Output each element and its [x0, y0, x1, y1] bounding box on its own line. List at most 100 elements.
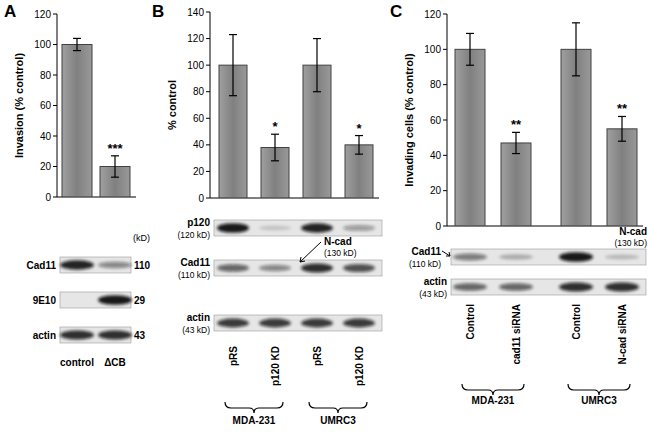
panel-2: C020406080100120Invading cells (% contro… [390, 2, 647, 406]
blot-row-label: (43 kD) [182, 325, 210, 335]
significance: ** [617, 101, 628, 116]
error-cap [111, 177, 119, 178]
y-tick [53, 14, 57, 15]
blot-arrow [442, 251, 450, 256]
error-cap [466, 33, 474, 34]
y-tick [53, 75, 57, 76]
x-tick-label: control [60, 357, 94, 368]
blot-row-label: actin [33, 330, 56, 341]
error-cap [313, 38, 321, 39]
error-bar [229, 35, 237, 96]
error-stem [316, 39, 317, 92]
panel-letter: A [4, 2, 16, 21]
blot-strip [214, 315, 382, 331]
blot-band [60, 260, 94, 269]
blot-right-label: N-cad [619, 226, 647, 237]
error-cap [355, 154, 363, 155]
y-tick [206, 38, 210, 39]
group-bracket [309, 402, 367, 413]
blot-strip [214, 260, 382, 276]
blot-band [559, 282, 593, 291]
error-stem [114, 156, 115, 177]
error-cap [466, 65, 474, 66]
blot-row-label: p120 [187, 217, 210, 228]
blot-band [217, 319, 249, 328]
y-tick [206, 12, 210, 13]
blot-row-label: (120 kD) [177, 230, 210, 240]
error-cap [572, 75, 580, 76]
blot-strip [60, 292, 131, 308]
y-tick-label: 0 [198, 193, 204, 204]
blot-band [605, 282, 639, 291]
blot-header: (kD) [133, 233, 150, 243]
blot-band [259, 319, 291, 328]
error-bar [466, 33, 474, 65]
blot: p120(120 kD)Cad11(110 kD)N-cad(130 kD)ac… [177, 217, 382, 335]
y-tick-label: 40 [193, 139, 205, 150]
x-tick-label: Control [571, 304, 582, 340]
y-tick-label: 80 [430, 79, 442, 90]
y-tick [443, 84, 447, 85]
blot-band [217, 264, 249, 272]
significance: * [272, 119, 278, 134]
error-cap [229, 34, 237, 35]
y-tick [443, 155, 447, 156]
bar [455, 49, 485, 226]
x-tick-label: Control [465, 304, 476, 340]
y-axis-label: Invading cells (% control) [403, 53, 415, 187]
y-tick-label: 120 [34, 9, 51, 20]
error-bar [313, 39, 321, 92]
blot-band [559, 252, 593, 262]
blot-strip [60, 327, 131, 343]
blot-strip [60, 257, 131, 273]
y-tick [53, 105, 57, 106]
panel-0: A020406080100120Invasion (% control)***(… [4, 2, 151, 368]
y-tick-label: 100 [424, 44, 441, 55]
blot: (kD)Cad111109E1029actin43 [27, 233, 151, 343]
blot-band [60, 330, 94, 339]
error-cap [271, 160, 279, 161]
bars [219, 35, 373, 198]
y-tick [206, 91, 210, 92]
significance: *** [107, 141, 123, 156]
group-bracket [462, 384, 524, 395]
y-tick [443, 14, 447, 15]
y-tick-label: 20 [430, 185, 442, 196]
error-bar [572, 23, 580, 76]
blot-band [343, 319, 375, 328]
panel-letter: B [152, 2, 164, 21]
y-tick-label: 120 [187, 33, 204, 44]
error-bar [618, 116, 626, 141]
blot-strip [451, 249, 646, 265]
blot-row-label: Cad11 [27, 260, 57, 271]
blot-strip [451, 279, 646, 295]
x-tick-label: p120 KD [270, 346, 281, 386]
y-tick [443, 120, 447, 121]
blot-band [605, 254, 639, 259]
error-bar [271, 134, 279, 161]
significance: * [356, 121, 362, 136]
y-tick [443, 49, 447, 50]
blot-row-label: Cad11 [412, 246, 442, 257]
error-bar [111, 156, 119, 177]
blot-row-label: actin [424, 276, 447, 287]
error-stem [76, 38, 77, 50]
error-bar [512, 132, 520, 153]
blot: Cad11(110 kD)N-cad(130 kD)actin(43 kD) [409, 226, 647, 299]
blot-row-label: (43 kD) [419, 289, 447, 299]
error-stem [232, 35, 233, 96]
blot-band [98, 295, 132, 305]
y-tick [206, 198, 210, 199]
bar [561, 49, 591, 226]
blot-band [301, 319, 333, 328]
error-cap [73, 50, 81, 51]
y-tick [53, 136, 57, 137]
blot-row-label: (110 kD) [409, 259, 441, 269]
y-tick [53, 44, 57, 45]
blot-row-label: 9E10 [33, 295, 57, 306]
y-tick [53, 197, 57, 198]
bars [455, 23, 637, 226]
y-tick-label: 20 [40, 161, 52, 172]
blot-right-label: (130 kD) [324, 248, 357, 258]
bar [501, 143, 531, 226]
